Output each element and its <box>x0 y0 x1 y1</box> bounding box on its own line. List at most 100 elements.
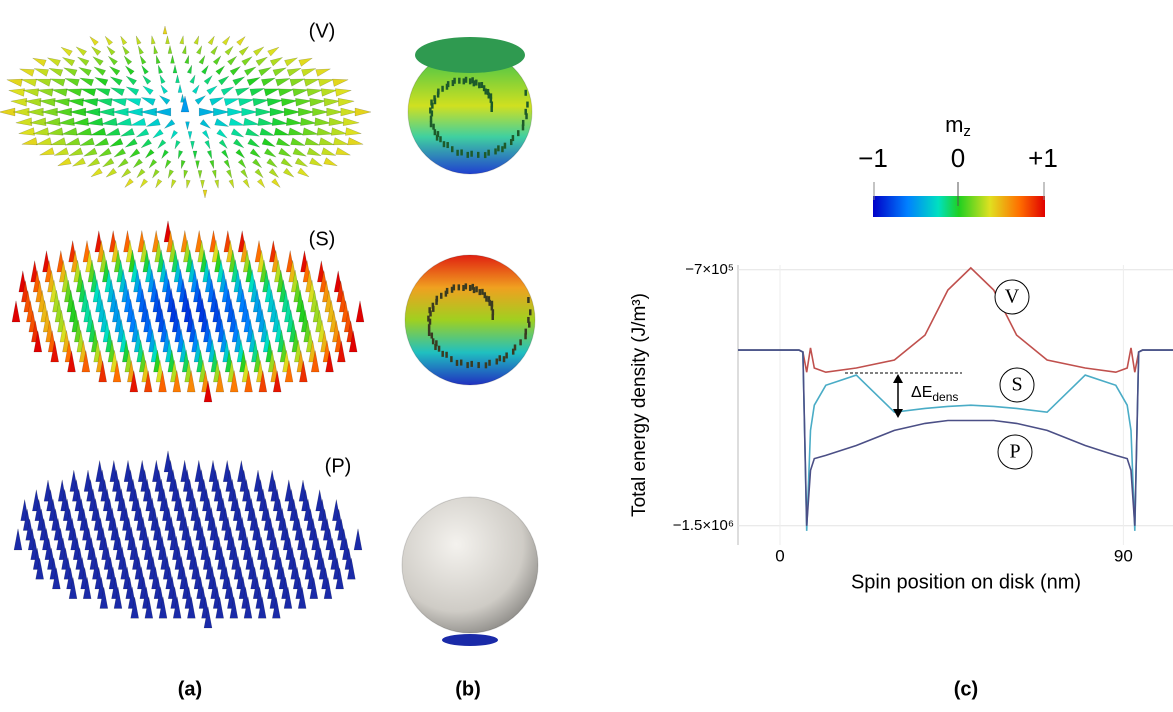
spin-cone <box>112 360 122 383</box>
spin-cone <box>283 586 293 609</box>
spin-cone <box>67 98 85 107</box>
spin-cone <box>140 138 153 149</box>
spin-cone <box>217 75 230 86</box>
spin-cone <box>154 107 172 117</box>
spin-cone <box>79 137 95 146</box>
spin-cone <box>215 370 225 393</box>
spin-cone <box>249 148 261 158</box>
spin-cone <box>158 370 167 393</box>
spin-cone <box>252 46 265 57</box>
spin-cone <box>246 77 261 87</box>
spin-cone <box>153 45 159 55</box>
spin-cone <box>58 117 75 126</box>
spin-cone <box>320 88 338 97</box>
spin-cone <box>197 170 203 179</box>
spin-cone <box>133 158 143 169</box>
spin-cone <box>187 131 193 140</box>
spin-cone <box>172 64 178 74</box>
spin-cone <box>72 117 90 126</box>
spin-cone <box>98 360 107 383</box>
spin-cone <box>120 35 128 46</box>
spin-cone <box>32 127 50 136</box>
spin-cone <box>162 25 168 35</box>
spin-cone <box>209 97 224 106</box>
spin-cone <box>96 98 113 107</box>
spin-cone <box>228 179 235 189</box>
spin-cone <box>227 55 237 66</box>
spin-cone <box>172 596 182 619</box>
spin-cone <box>325 350 334 373</box>
spin-cone <box>292 88 309 97</box>
spin-cone <box>110 76 123 86</box>
spin-cone <box>227 107 244 117</box>
spin-cone <box>83 107 101 117</box>
spin-cone <box>47 127 64 136</box>
spin-cone <box>34 68 49 77</box>
spin-cone <box>292 147 307 157</box>
spin-cone <box>347 557 356 580</box>
spin-cone <box>135 35 142 45</box>
spin-cone <box>113 586 123 609</box>
spin-cone <box>212 55 222 66</box>
spin-cone <box>113 148 127 158</box>
y-axis-label: Total energy density (J/m³) <box>629 293 650 517</box>
spin-cone <box>286 67 302 77</box>
series-label: V <box>1005 286 1020 308</box>
spin-cone <box>240 168 248 179</box>
spin-cone <box>98 107 115 117</box>
spin-cone <box>104 36 114 46</box>
spin-cone <box>81 98 99 107</box>
spin-cone <box>266 158 278 168</box>
spin-cone <box>323 157 338 167</box>
spin-cone <box>126 107 143 117</box>
spin-cone <box>342 117 360 127</box>
spin-cone <box>144 596 154 619</box>
disk-label: (V) <box>309 20 336 42</box>
spin-cone <box>106 45 116 56</box>
spin-cone <box>203 380 213 403</box>
spin-cone <box>249 88 265 97</box>
colorbar <box>873 196 1045 217</box>
annotation: ΔEdens <box>911 384 958 404</box>
spin-cone <box>220 86 234 96</box>
spin-cone <box>6 78 23 87</box>
spin-cone <box>354 107 372 117</box>
annotation-sub: dens <box>932 390 958 404</box>
spin-cone <box>72 157 86 167</box>
spin-cone <box>316 127 333 136</box>
spin-cone <box>211 169 217 179</box>
spin-cone <box>215 65 225 76</box>
spin-cone <box>180 159 186 169</box>
spin-cone <box>298 57 313 67</box>
spin-cone <box>280 98 298 107</box>
spin-cone <box>53 98 70 107</box>
spin-cone <box>326 107 343 117</box>
spin-cone <box>80 88 97 97</box>
spin-cone <box>271 178 281 188</box>
spin-cone <box>301 68 316 77</box>
spin-cone <box>139 55 147 65</box>
spin-cone <box>124 178 134 188</box>
spin-cone <box>39 147 55 156</box>
spin-cone <box>302 127 319 136</box>
spin-cone <box>328 117 346 127</box>
spin-cone <box>181 45 187 55</box>
spin-cone <box>186 370 196 393</box>
spin-cone <box>304 137 320 146</box>
spin-cone <box>98 147 112 157</box>
spin-cone <box>120 127 135 137</box>
spin-cone <box>232 76 245 86</box>
spin-cone <box>93 66 107 76</box>
spin-cone <box>19 68 35 77</box>
spin-cone <box>206 85 218 96</box>
spin-cone <box>258 67 272 77</box>
spin-cone <box>186 64 193 74</box>
spin-cone <box>229 596 239 619</box>
spin-cone <box>272 370 282 393</box>
spin-cone <box>185 121 190 130</box>
spin-cone <box>263 88 280 97</box>
spin-cone <box>130 117 147 126</box>
spin-cone <box>245 127 260 137</box>
spin-cone <box>125 98 142 107</box>
